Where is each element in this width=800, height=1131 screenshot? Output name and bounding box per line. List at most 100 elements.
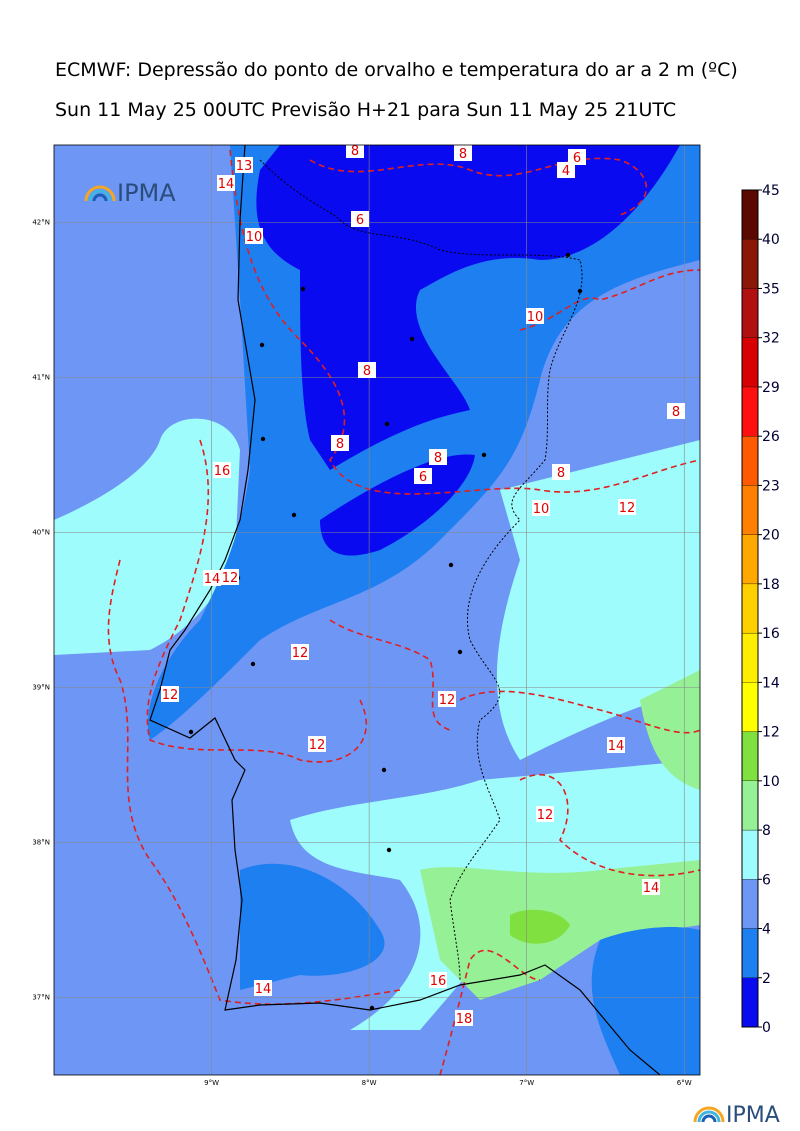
contour-label: 10 [533,502,550,517]
city [300,286,306,292]
city [381,767,387,773]
contour-label-box [438,691,456,707]
contour-label-box [235,157,253,173]
contour-label: 12 [439,693,456,708]
city [384,421,390,427]
city [250,661,256,667]
contour-label-box [203,570,221,586]
colorbar-segment [741,534,759,585]
contour-label: 8 [363,364,371,379]
map-frame [53,144,701,1076]
contour-label: 12 [222,571,239,586]
contour-label-box [557,162,575,178]
colorbar-segment [741,583,759,634]
contour-label-box [532,500,550,516]
lat-label: 41°N [32,374,50,382]
city [291,512,297,518]
colorbar-segment [741,239,759,289]
city [409,336,415,342]
colorbar-segment [741,288,759,338]
contour-label-box [454,145,472,161]
city [457,649,463,655]
contour-label: 14 [204,572,221,587]
field-8-10 [640,670,700,790]
contour-label-box [291,644,309,660]
contour-label: 14 [608,739,625,754]
contour-label: 8 [459,147,467,162]
city [448,562,454,568]
colorbar-label: 29 [762,380,780,396]
colorbar-segment [741,189,759,240]
colorbar-segment [741,632,759,683]
contour-label-box [254,980,272,996]
colorbar-label: 18 [762,577,780,593]
lat-label: 37°N [32,994,50,1002]
contour-label: 10 [527,310,544,325]
colorbar-segment [741,977,759,1028]
colorbar-segment [741,731,759,781]
contour-label-box [667,403,685,419]
contour-label: 12 [537,808,554,823]
field-0-2 [320,454,475,556]
colorbar-label: 40 [762,232,780,248]
contour-label: 13 [236,159,253,174]
contour-label: 8 [557,466,565,481]
colorbar-label: 32 [762,331,780,347]
colorbar-segment [741,485,759,535]
colorbar-label: 45 [762,183,780,199]
colorbar-segment [741,928,759,978]
colorbar-segment [741,386,759,437]
contour-label: 14 [255,982,272,997]
field-10-12 [510,909,570,944]
contour-label-box [161,686,179,702]
field-6-8 [496,440,700,760]
colorbar-label: 10 [762,774,780,790]
graticule [54,145,700,1075]
contour-label-box [217,175,235,191]
lon-label: 9°W [204,1079,219,1087]
field-6-8 [54,418,240,655]
contour-label-box [526,308,544,324]
field-2-4 [148,145,700,740]
colorbar-label: 8 [762,823,771,839]
colorbar-label: 23 [762,478,780,494]
contour-label-box [346,145,364,158]
logo: IPMA [84,179,176,207]
city [260,436,266,442]
lon-label: 8°W [362,1079,377,1087]
city [577,288,583,294]
colorbar-label: 16 [762,626,780,642]
contour-label-box [429,972,447,988]
contour-label: 8 [672,405,680,420]
contour-label: 10 [246,230,263,245]
logo-text: IPMA [117,179,176,207]
colorbar-segment [741,879,759,929]
contour-label: 6 [356,213,364,228]
colorbar-label: 26 [762,429,780,445]
city [565,252,571,258]
city [386,847,392,853]
contour-label: 16 [430,974,447,989]
subtitle: Sun 11 May 25 00UTC Previsão H+21 para S… [55,99,676,121]
contour-label-box [455,1010,473,1026]
contour-label: 12 [162,688,179,703]
field-2-4 [591,927,700,1075]
lon-label: 6°W [677,1079,692,1087]
colorbar-label: 0 [762,1020,771,1036]
colorbar-label: 12 [762,725,780,741]
contour-label: 8 [336,437,344,452]
city [259,342,265,348]
contour-label-box [245,228,263,244]
contour-label: 14 [218,177,235,192]
lat-label: 39°N [32,684,50,692]
contour-label: 12 [292,646,309,661]
contour-label-box [213,462,231,478]
contour-label-box [414,468,432,484]
colorbar-label: 2 [762,971,771,987]
contour-label: 8 [351,144,359,159]
colorbar-frame [741,189,759,1028]
colorbar-segment [741,337,759,388]
colorbar-segment [741,829,759,880]
contour-label: 16 [214,464,231,479]
